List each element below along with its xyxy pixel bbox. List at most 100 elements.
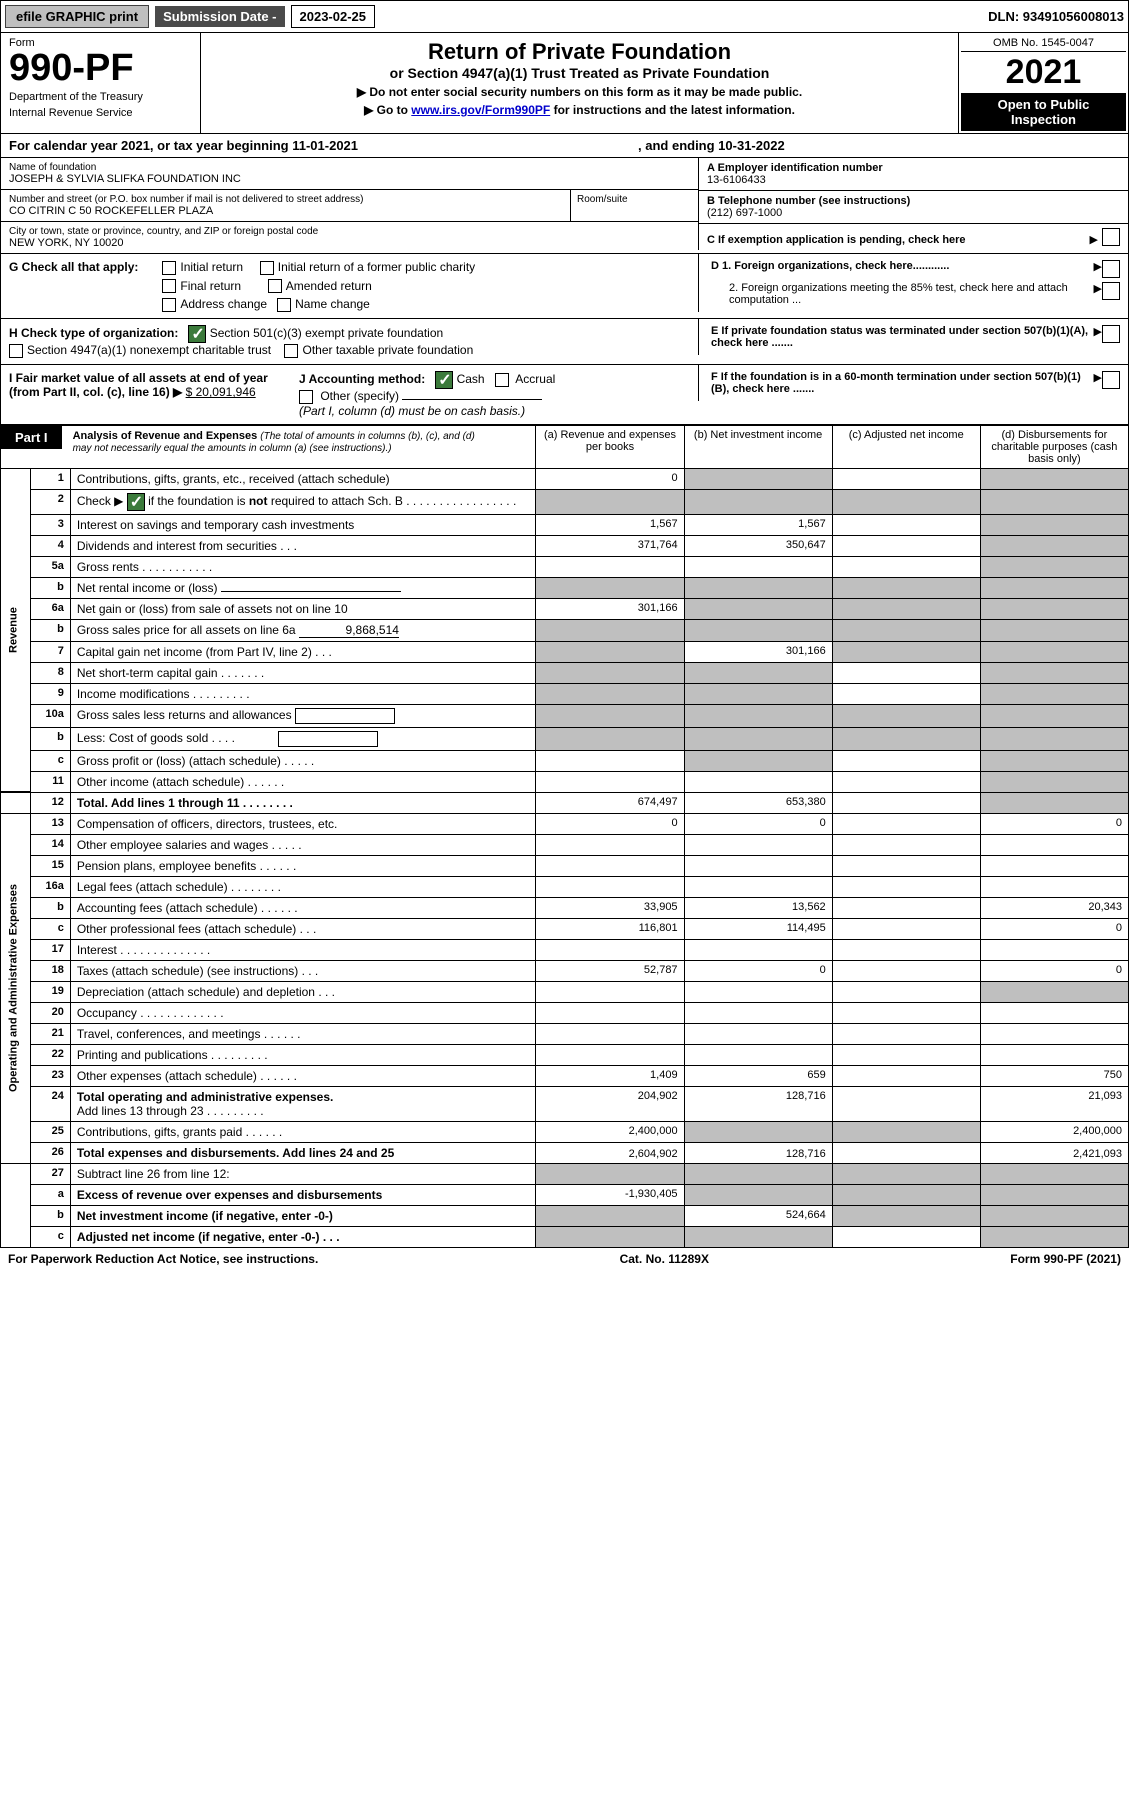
oae-side-label: Operating and Administrative Expenses	[1, 813, 31, 1163]
chk-initial-former[interactable]	[260, 261, 274, 275]
foundation-name-cell: Name of foundation JOSEPH & SYLVIA SLIFK…	[1, 158, 698, 190]
r26-a: 2,604,902	[536, 1142, 684, 1163]
row-10b: b Less: Cost of goods sold . . . .	[1, 727, 1129, 750]
form-note-2: ▶ Go to www.irs.gov/Form990PF for instru…	[221, 103, 938, 117]
row-27: 27Subtract line 26 from line 12:	[1, 1163, 1129, 1184]
chk-4947[interactable]	[9, 344, 23, 358]
r4-c	[832, 535, 980, 556]
r11-b	[684, 771, 832, 792]
row-22: 22Printing and publications . . . . . . …	[1, 1044, 1129, 1065]
chk-final-return[interactable]	[162, 279, 176, 293]
r6a-c-shaded	[832, 598, 980, 619]
r12-no: 12	[30, 792, 70, 813]
r11-desc: Other income (attach schedule) . . . . .…	[70, 771, 536, 792]
part1-header-row: Part I Analysis of Revenue and Expenses …	[1, 425, 1129, 468]
row-16b: bAccounting fees (attach schedule) . . .…	[1, 897, 1129, 918]
topbar: efile GRAPHIC print Submission Date - 20…	[0, 0, 1129, 33]
form-note-1: ▶ Do not enter social security numbers o…	[221, 85, 938, 99]
row-27a: aExcess of revenue over expenses and dis…	[1, 1184, 1129, 1205]
r5a-c	[832, 556, 980, 577]
r10a-no: 10a	[30, 704, 70, 727]
row-8: 8 Net short-term capital gain . . . . . …	[1, 662, 1129, 683]
chk-sch-b[interactable]	[127, 493, 145, 511]
r6b-desc: Gross sales price for all assets on line…	[77, 623, 296, 637]
address-label: Number and street (or P.O. box number if…	[9, 194, 570, 205]
irs-link[interactable]: www.irs.gov/Form990PF	[411, 103, 550, 117]
pending-label: C If exemption application is pending, c…	[707, 234, 1090, 246]
chk-name-change[interactable]	[277, 298, 291, 312]
r10c-no: c	[30, 750, 70, 771]
r9-c	[832, 683, 980, 704]
chk-amended-return[interactable]	[268, 279, 282, 293]
r6a-no: 6a	[30, 598, 70, 619]
r7-c-shaded	[832, 641, 980, 662]
chk-other-method[interactable]	[299, 390, 313, 404]
r7-no: 7	[30, 641, 70, 662]
row-6b: b Gross sales price for all assets on li…	[1, 619, 1129, 641]
footer-left: For Paperwork Reduction Act Notice, see …	[8, 1252, 318, 1266]
pending-cell: C If exemption application is pending, c…	[698, 224, 1128, 250]
r5b-a-shaded	[536, 577, 684, 598]
r27a-a: -1,930,405	[536, 1184, 684, 1205]
lbl-addr-change: Address change	[180, 297, 267, 311]
r27b-no: b	[30, 1205, 70, 1226]
r13-c	[832, 813, 980, 834]
r23-d: 750	[980, 1065, 1128, 1086]
g-label: G Check all that apply:	[9, 260, 138, 312]
chk-d1[interactable]	[1102, 260, 1120, 278]
r26-desc: Total expenses and disbursements. Add li…	[70, 1142, 536, 1163]
foundation-name-label: Name of foundation	[9, 162, 690, 173]
r10c-c	[832, 750, 980, 771]
r6b-c-shaded	[832, 619, 980, 641]
r6b-desc-cell: Gross sales price for all assets on line…	[70, 619, 536, 641]
r9-b-shaded	[684, 683, 832, 704]
r6a-a: 301,166	[536, 598, 684, 619]
row-2: 2 Check ▶ if the foundation is not requi…	[1, 489, 1129, 514]
r15-no: 15	[30, 855, 70, 876]
chk-address-change[interactable]	[162, 298, 176, 312]
row-20: 20Occupancy . . . . . . . . . . . . .	[1, 1002, 1129, 1023]
r4-a: 371,764	[536, 535, 684, 556]
foundation-name: JOSEPH & SYLVIA SLIFKA FOUNDATION INC	[9, 173, 690, 185]
lbl-501c3: Section 501(c)(3) exempt private foundat…	[210, 326, 443, 340]
r22-no: 22	[30, 1044, 70, 1065]
row-16a: 16aLegal fees (attach schedule) . . . . …	[1, 876, 1129, 897]
r10b-d-shaded	[980, 727, 1128, 750]
section-e-right: E If private foundation status was termi…	[698, 319, 1128, 355]
address-cell: Number and street (or P.O. box number if…	[1, 190, 698, 222]
lbl-other-method: Other (specify)	[320, 389, 399, 403]
row-5b: b Net rental income or (loss)	[1, 577, 1129, 598]
chk-cash[interactable]	[435, 371, 453, 389]
chk-initial-return[interactable]	[162, 261, 176, 275]
r23-a: 1,409	[536, 1065, 684, 1086]
chk-e[interactable]	[1102, 325, 1120, 343]
chk-f[interactable]	[1102, 371, 1120, 389]
pending-checkbox[interactable]	[1102, 228, 1120, 246]
efile-print-button[interactable]: efile GRAPHIC print	[5, 5, 149, 28]
r18-d: 0	[980, 960, 1128, 981]
ein-label: A Employer identification number	[707, 162, 1120, 174]
section-ij-left: I Fair market value of all assets at end…	[9, 371, 692, 418]
r2-dots: . . . . . . . . . . . . . . . . .	[406, 494, 516, 508]
row-18: 18Taxes (attach schedule) (see instructi…	[1, 960, 1129, 981]
section-h-row: H Check type of organization: Section 50…	[0, 319, 1129, 365]
r24-desc: Total operating and administrative expen…	[77, 1090, 334, 1104]
r27b-desc: Net investment income (if negative, ente…	[70, 1205, 536, 1226]
r10b-no: b	[30, 727, 70, 750]
r3-d-shaded	[980, 514, 1128, 535]
r18-desc: Taxes (attach schedule) (see instruction…	[70, 960, 536, 981]
chk-accrual[interactable]	[495, 373, 509, 387]
r27-no: 27	[30, 1163, 70, 1184]
r8-no: 8	[30, 662, 70, 683]
r2-d-shaded	[980, 489, 1128, 514]
footer-right: Form 990-PF (2021)	[1010, 1252, 1121, 1266]
chk-501c3[interactable]	[188, 325, 206, 343]
chk-d2[interactable]	[1102, 282, 1120, 300]
r1-a: 0	[536, 468, 684, 489]
r5b-d-shaded	[980, 577, 1128, 598]
r16b-d: 20,343	[980, 897, 1128, 918]
r5b-b-shaded	[684, 577, 832, 598]
r16a-no: 16a	[30, 876, 70, 897]
r12-b: 653,380	[684, 792, 832, 813]
chk-other-taxable[interactable]	[284, 344, 298, 358]
